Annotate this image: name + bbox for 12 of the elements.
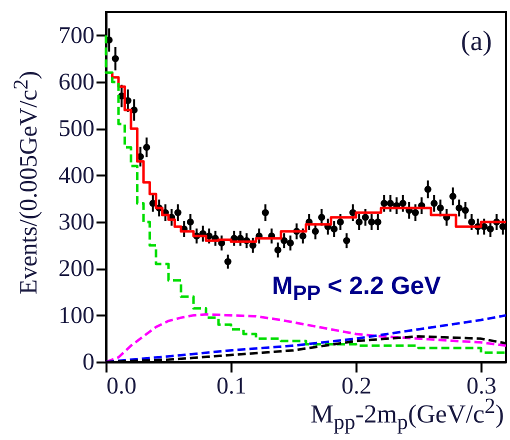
y-tick-label: 0 [82,350,94,376]
annotation: (a) [460,26,492,58]
x-tick-label: 0.0 [106,374,136,400]
y-tick-label: 100 [58,302,94,329]
y-tick-label: 600 [58,70,94,96]
y-tick-label: 700 [58,22,94,49]
y-tick-label: 200 [58,256,94,282]
y-tick-label: 400 [58,162,94,189]
x-tick-label: 0.1 [216,374,246,400]
y-tick-label: 500 [58,116,94,142]
y-tick-label: 300 [58,210,94,236]
annotation: M$_{PP}$ < 2.2 GeV [272,272,441,306]
